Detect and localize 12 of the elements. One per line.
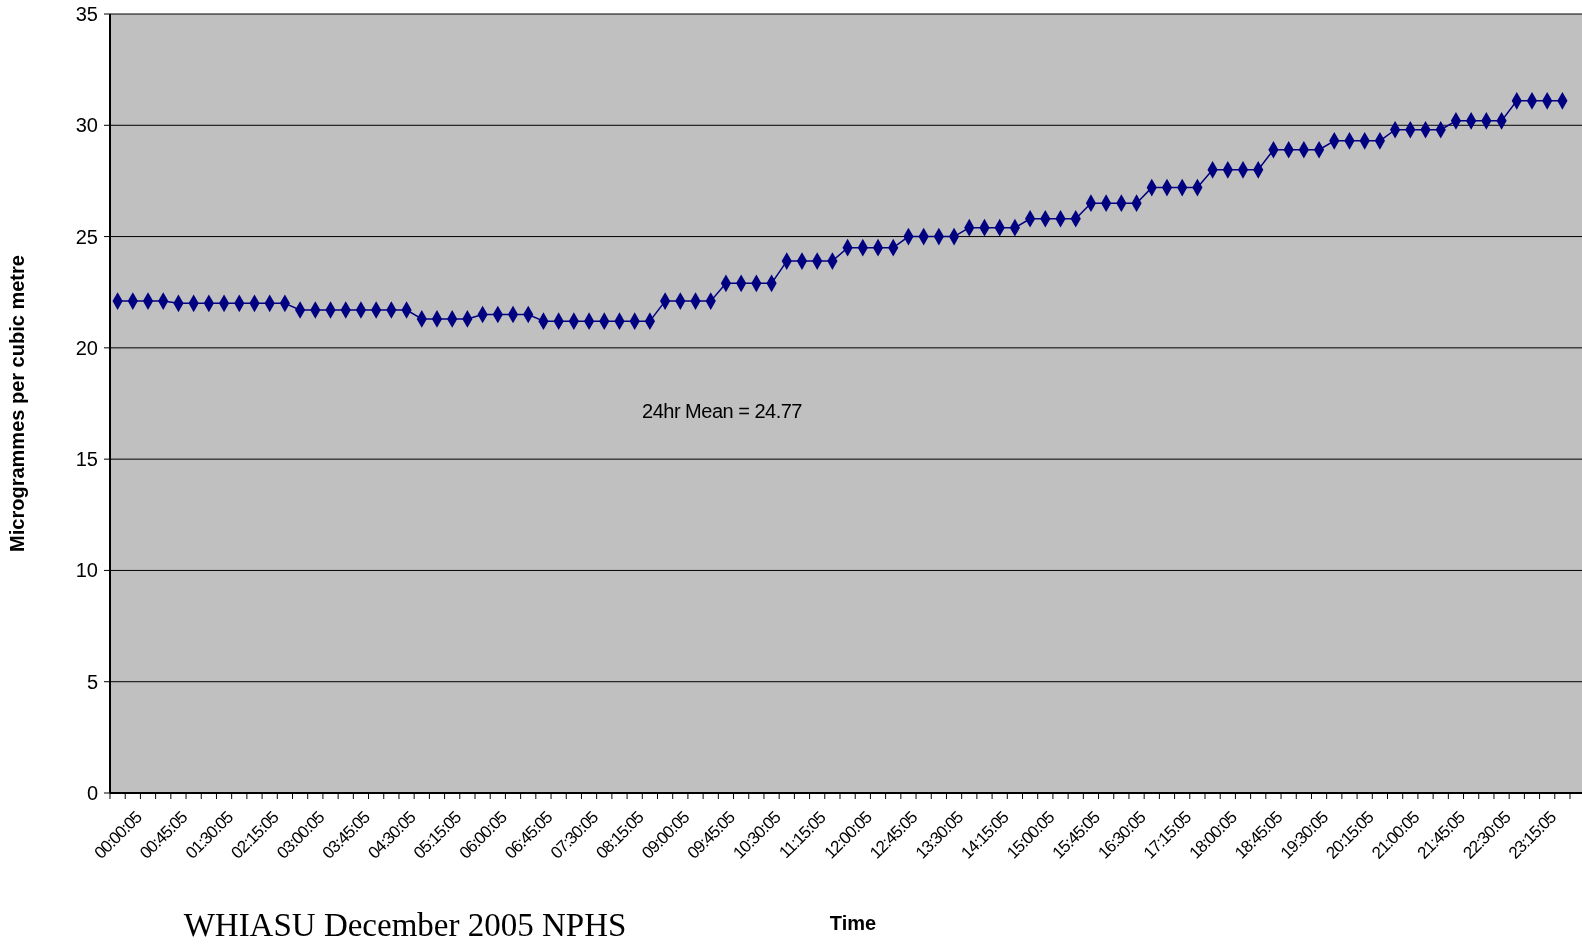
- y-tick-label: 20: [75, 336, 98, 359]
- x-axis-title: Time: [829, 912, 877, 934]
- annotation: 24hr Mean = 24.77: [642, 400, 803, 422]
- y-tick-label: 35: [75, 3, 98, 25]
- y-tick-label: 25: [75, 225, 98, 248]
- y-axis-title: Microgrammes per cubic metre: [6, 255, 28, 552]
- y-tick-label: 10: [75, 559, 98, 582]
- y-tick-label: 0: [86, 782, 98, 804]
- y-tick-label: 5: [86, 670, 98, 693]
- text: WHIASU December 2005 NPHS: [183, 907, 627, 943]
- y-tick-label: 30: [75, 114, 98, 137]
- y-tick-label: 15: [75, 448, 98, 471]
